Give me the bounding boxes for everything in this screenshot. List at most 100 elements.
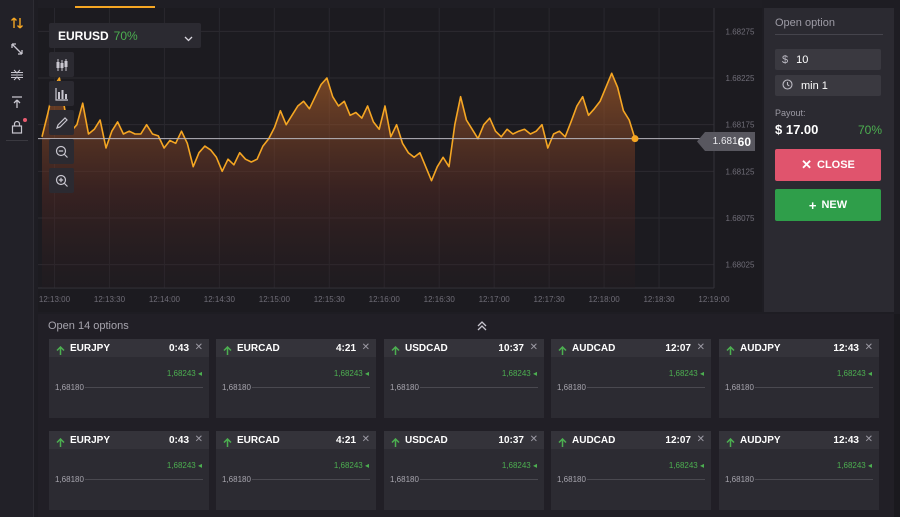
double-chevron-up-icon[interactable] — [476, 319, 488, 337]
arrow-up-icon — [726, 343, 735, 361]
option-pair: EURCAD — [237, 343, 280, 354]
x-tick-label: 12:16:30 — [424, 295, 456, 304]
close-icon[interactable]: ✕ — [194, 434, 203, 445]
option-time-left: 4:21 — [335, 435, 356, 446]
option-current-price: 1,68243 ◂ — [501, 461, 537, 470]
option-card[interactable]: AUDJPY 12:43 ✕ 1,68243 ◂ 1,68180 — [719, 339, 879, 418]
close-icon[interactable]: ✕ — [361, 434, 370, 445]
y-tick-label: 1.68275 — [726, 27, 755, 36]
arrow-up-icon — [391, 343, 400, 361]
x-tick-label: 12:14:00 — [149, 295, 181, 304]
notification-dot — [23, 118, 27, 122]
option-card-header: USDCAD 10:37 ✕ — [384, 431, 544, 449]
panel-title-underline — [775, 34, 883, 35]
sort-arrows-icon[interactable] — [6, 12, 28, 34]
diagonal-arrows-icon[interactable] — [6, 38, 28, 60]
option-time-left: 10:37 — [498, 343, 524, 354]
option-current-value: 1,68243 — [836, 369, 866, 378]
option-card[interactable]: EURJPY 0:43 ✕ 1,68243 ◂ 1,68180 — [49, 339, 209, 418]
x-tick-label: 12:15:00 — [259, 295, 291, 304]
option-strike-line — [252, 387, 370, 388]
clock-icon — [782, 78, 793, 93]
option-strike-line — [420, 387, 538, 388]
x-tick-label: 12:16:00 — [369, 295, 401, 304]
option-open-price: 1,68180 — [557, 383, 586, 392]
option-time-left: 10:37 — [498, 435, 524, 446]
close-icon[interactable]: ✕ — [529, 434, 538, 445]
x-tick-label: 12:14:30 — [204, 295, 236, 304]
option-card[interactable]: EURCAD 4:21 ✕ 1,68243 ◂ 1,68180 — [216, 339, 376, 418]
scrollbar[interactable] — [894, 314, 900, 517]
option-card[interactable]: AUDCAD 12:07 ✕ 1,68243 ◂ 1,68180 — [551, 431, 711, 510]
arrow-up-icon — [223, 343, 232, 361]
option-current-value: 1,68243 — [166, 461, 196, 470]
amount-field[interactable]: $ 10 — [775, 49, 881, 70]
duration-value: min 1 — [801, 79, 828, 92]
option-current-value: 1,68243 — [333, 369, 363, 378]
new-button[interactable]: + NEW — [775, 189, 881, 221]
option-card[interactable]: AUDCAD 12:07 ✕ 1,68243 ◂ 1,68180 — [551, 339, 711, 418]
top-strip — [38, 0, 762, 8]
option-time-left: 0:43 — [168, 435, 189, 446]
close-icon[interactable]: ✕ — [696, 434, 705, 445]
option-current-value: 1,68243 — [166, 369, 196, 378]
current-price-tag: 1.681 60 — [697, 132, 755, 151]
close-icon[interactable]: ✕ — [529, 342, 538, 353]
payout-value: $ 17.00 — [775, 122, 819, 137]
x-tick-label: 12:13:30 — [94, 295, 126, 304]
option-card[interactable]: AUDJPY 12:43 ✕ 1,68243 ◂ 1,68180 — [719, 431, 879, 510]
option-strike-line — [755, 479, 873, 480]
option-card[interactable]: EURCAD 4:21 ✕ 1,68243 ◂ 1,68180 — [216, 431, 376, 510]
close-button[interactable]: ✕ CLOSE — [775, 149, 881, 181]
option-card[interactable]: USDCAD 10:37 ✕ 1,68243 ◂ 1,68180 — [384, 431, 544, 510]
option-pair: USDCAD — [405, 435, 448, 446]
option-strike-line — [587, 479, 705, 480]
option-pair: AUDJPY — [740, 435, 781, 446]
option-card[interactable]: EURJPY 0:43 ✕ 1,68243 ◂ 1,68180 — [49, 431, 209, 510]
lock-icon[interactable] — [6, 116, 28, 138]
close-icon[interactable]: ✕ — [864, 434, 873, 445]
option-card-header: EURCAD 4:21 ✕ — [216, 339, 376, 357]
y-tick-label: 1.68225 — [726, 74, 755, 83]
option-open-price: 1,68180 — [55, 475, 84, 484]
option-strike-line — [85, 479, 203, 480]
close-icon[interactable]: ✕ — [361, 342, 370, 353]
option-open-price: 1,68180 — [222, 383, 251, 392]
option-time-left: 0:43 — [168, 343, 189, 354]
close-icon[interactable]: ✕ — [864, 342, 873, 353]
option-current-value: 1,68243 — [836, 461, 866, 470]
option-open-price: 1,68180 — [390, 475, 419, 484]
x-tick-label: 12:19:00 — [698, 295, 730, 304]
zoom-in-icon[interactable] — [49, 168, 74, 193]
y-tick-label: 1.68125 — [726, 167, 755, 176]
compress-icon[interactable] — [6, 64, 28, 86]
close-icon[interactable]: ✕ — [194, 342, 203, 353]
option-card-header: AUDJPY 12:43 ✕ — [719, 431, 879, 449]
bar-chart-icon[interactable] — [49, 81, 74, 106]
option-open-price: 1,68180 — [55, 383, 84, 392]
option-current-value: 1,68243 — [668, 369, 698, 378]
option-card[interactable]: USDCAD 10:37 ✕ 1,68243 ◂ 1,68180 — [384, 339, 544, 418]
price-line — [41, 72, 636, 182]
close-icon[interactable]: ✕ — [696, 342, 705, 353]
asset-selector[interactable]: EURUSD 70% — [49, 23, 201, 48]
option-time-left: 12:43 — [833, 435, 859, 446]
option-current-value: 1,68243 — [501, 369, 531, 378]
option-open-price: 1,68180 — [222, 475, 251, 484]
arrow-up-icon — [558, 343, 567, 361]
duration-field[interactable]: min 1 — [775, 75, 881, 96]
pencil-icon[interactable] — [49, 110, 74, 135]
option-pair: AUDJPY — [740, 343, 781, 354]
option-current-value: 1,68243 — [668, 461, 698, 470]
left-toolbar — [0, 0, 34, 517]
zoom-out-icon[interactable] — [49, 139, 74, 164]
current-price-dot — [631, 135, 639, 143]
upload-icon[interactable] — [6, 91, 28, 113]
x-tick-label: 12:18:00 — [589, 295, 621, 304]
price-chart[interactable]: 1.68275 1.68225 1.68175 1.68125 1.68075 1.680… — [38, 8, 762, 312]
candles-icon[interactable] — [49, 52, 74, 77]
option-card-header: EURJPY 0:43 ✕ — [49, 431, 209, 449]
option-current-price: 1,68243 ◂ — [668, 461, 704, 470]
chart-canvas: 1.68275 1.68225 1.68175 1.68125 1.68075 1.680… — [38, 8, 755, 304]
